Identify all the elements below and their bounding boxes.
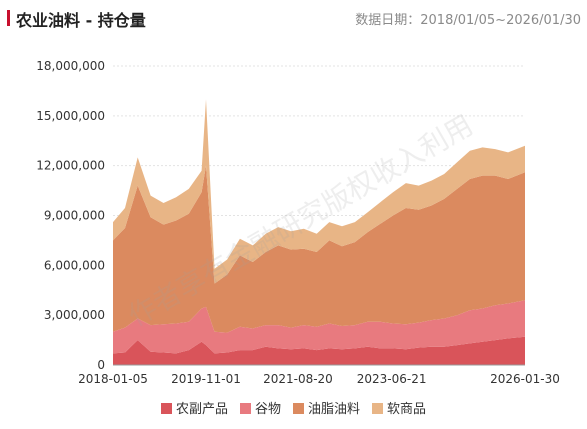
- legend-swatch: [293, 403, 304, 414]
- chart-legend: 农副产品 谷物 油脂油料 软商品: [0, 398, 587, 420]
- x-tick-label: 2023-06-21: [357, 372, 427, 386]
- y-tick-label: 6,000,000: [44, 258, 105, 272]
- legend-item[interactable]: 油脂油料: [293, 398, 360, 417]
- y-tick-label: 0: [97, 358, 105, 372]
- date-range-value: 2018/01/05~2026/01/30: [420, 13, 581, 28]
- y-tick-label: 3,000,000: [44, 308, 105, 322]
- legend-label: 油脂油料: [308, 402, 361, 417]
- legend-swatch: [160, 403, 172, 414]
- legend-label: 谷物: [254, 402, 281, 417]
- legend-item[interactable]: 谷物: [239, 398, 281, 417]
- x-tick-label: 2018-01-05: [78, 372, 148, 386]
- chart-title: 农业油料 - 持仓量: [16, 11, 146, 30]
- legend-item[interactable]: 软商品: [372, 398, 426, 417]
- area-series-1: [113, 336, 525, 365]
- legend-item[interactable]: 农副产品: [160, 398, 228, 417]
- y-tick-label: 15,000,000: [36, 109, 105, 123]
- chart-header: 农业油料 - 持仓量 数据日期：2018/01/05~2026/01/30: [0, 0, 587, 36]
- legend-swatch: [239, 403, 251, 414]
- area-series-2: [113, 300, 525, 354]
- y-tick-label: 9,000,000: [44, 209, 105, 223]
- date-range-label: 数据日期：: [355, 13, 421, 28]
- x-tick-label: 2026-01-30: [490, 372, 560, 386]
- y-tick-label: 12,000,000: [36, 159, 105, 173]
- legend-swatch: [372, 403, 384, 414]
- date-range-text: 数据日期：2018/01/05~2026/01/30: [355, 9, 581, 28]
- legend-label: 软商品: [387, 402, 427, 417]
- x-tick-label: 2019-11-01: [171, 372, 241, 386]
- legend-label: 农副产品: [175, 402, 228, 417]
- open-interest-stacked-area-chart: 0 3,000,000 6,000,000 9,000,000 12,000,000 15…: [36, 59, 560, 386]
- x-tick-label: 2021-08-20: [263, 372, 333, 386]
- area-series-4: [113, 99, 525, 284]
- area-series-3: [113, 165, 525, 333]
- title-accent-bar: [7, 10, 10, 26]
- y-tick-label: 18,000,000: [36, 59, 105, 73]
